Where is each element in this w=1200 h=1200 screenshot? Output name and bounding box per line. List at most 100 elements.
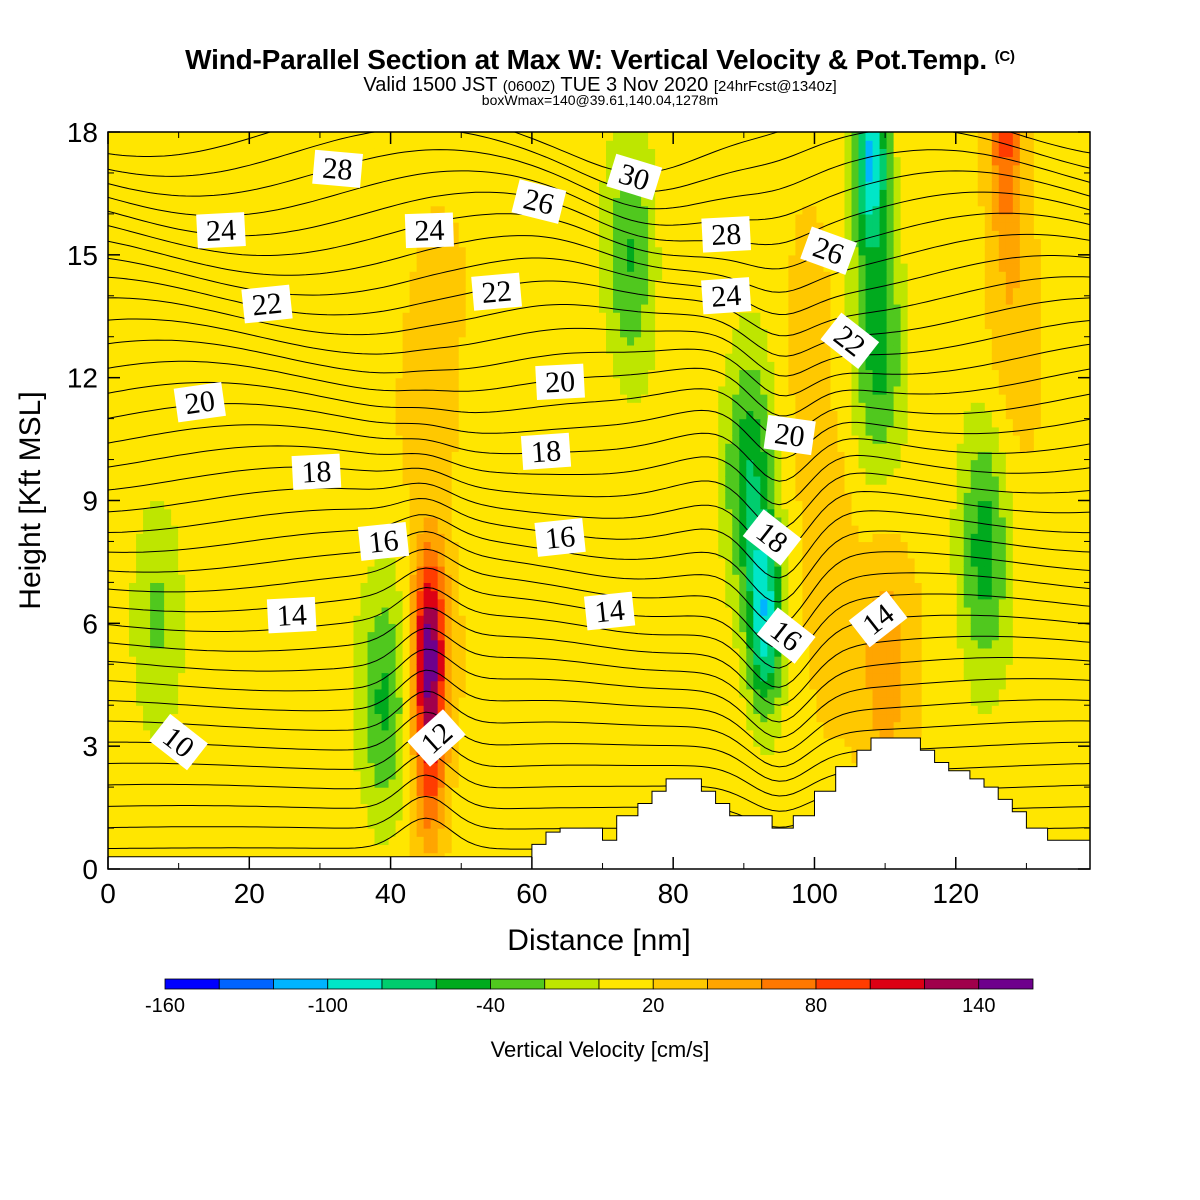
velocity-cell: [262, 828, 270, 837]
velocity-cell: [178, 836, 186, 846]
velocity-cell: [164, 132, 172, 141]
velocity-cell: [402, 623, 411, 633]
velocity-cell: [472, 721, 481, 731]
velocity-cell: [374, 705, 383, 715]
velocity-cell: [122, 132, 130, 141]
velocity-cell: [360, 721, 369, 731]
velocity-cell: [108, 385, 116, 395]
velocity-cell: [283, 762, 291, 772]
velocity-cell: [108, 361, 116, 371]
velocity-cell: [108, 484, 116, 493]
velocity-cell: [472, 508, 481, 518]
velocity-cell: [332, 246, 341, 256]
velocity-cell: [220, 164, 228, 174]
velocity-cell: [416, 484, 425, 493]
velocity-cell: [171, 377, 179, 387]
velocity-cell: [206, 778, 214, 788]
velocity-cell: [437, 557, 446, 567]
velocity-cell: [192, 271, 200, 280]
velocity-cell: [493, 778, 502, 788]
velocity-cell: [143, 590, 151, 600]
velocity-cell: [304, 279, 313, 289]
velocity-cell: [136, 484, 144, 493]
velocity-cell: [311, 279, 320, 289]
velocity-cell: [192, 574, 200, 583]
velocity-cell: [423, 606, 432, 616]
velocity-cell: [346, 279, 355, 289]
velocity-cell: [472, 819, 481, 829]
velocity-cell: [122, 566, 130, 575]
velocity-cell: [290, 402, 298, 412]
velocity-cell: [108, 156, 116, 166]
velocity-cell: [136, 353, 144, 362]
velocity-cell: [304, 222, 313, 231]
velocity-cell: [129, 394, 137, 403]
velocity-cell: [367, 770, 376, 780]
velocity-cell: [108, 402, 116, 412]
velocity-cell: [136, 533, 144, 543]
velocity-cell: [339, 778, 348, 788]
velocity-cell: [150, 656, 158, 665]
velocity-cell: [269, 222, 277, 231]
velocity-cell: [199, 295, 207, 305]
velocity-cell: [465, 811, 474, 821]
velocity-cell: [136, 148, 144, 158]
velocity-cell: [472, 615, 481, 624]
velocity-cell: [199, 254, 207, 264]
velocity-cell: [248, 516, 256, 526]
velocity-cell: [416, 156, 425, 166]
velocity-cell: [444, 361, 453, 371]
velocity-cell: [465, 230, 474, 240]
velocity-cell: [353, 271, 362, 280]
velocity-cell: [360, 623, 369, 633]
velocity-cell: [248, 385, 256, 395]
velocity-cell: [122, 238, 130, 248]
velocity-cell: [297, 541, 305, 551]
velocity-cell: [171, 361, 179, 371]
velocity-cell: [241, 213, 249, 223]
velocity-cell: [409, 525, 418, 534]
velocity-cell: [451, 361, 460, 371]
velocity-cell: [402, 762, 411, 772]
velocity-cell: [199, 787, 207, 796]
velocity-cell: [444, 189, 453, 199]
velocity-cell: [325, 132, 334, 141]
velocity-cell: [486, 656, 495, 665]
velocity-cell: [416, 762, 425, 772]
velocity-cell: [220, 254, 228, 264]
velocity-cell: [241, 394, 249, 403]
velocity-cell: [311, 508, 320, 518]
velocity-cell: [493, 656, 502, 665]
velocity-cell: [108, 508, 116, 518]
velocity-cell: [297, 672, 305, 682]
velocity-cell: [276, 181, 284, 190]
velocity-cell: [157, 238, 165, 248]
velocity-cell: [402, 328, 411, 338]
velocity-cell: [437, 205, 446, 215]
velocity-cell: [290, 688, 298, 698]
velocity-cell: [150, 344, 158, 354]
velocity-cell: [199, 574, 207, 583]
velocity-cell: [157, 328, 165, 338]
velocity-cell: [269, 787, 277, 796]
velocity-cell: [122, 181, 130, 190]
velocity-cell: [150, 697, 158, 706]
velocity-cell: [150, 402, 158, 412]
velocity-cell: [129, 271, 137, 280]
velocity-cell: [262, 418, 270, 428]
velocity-cell: [129, 762, 137, 772]
velocity-cell: [388, 697, 397, 706]
velocity-cell: [192, 197, 200, 207]
velocity-cell: [367, 467, 376, 477]
velocity-cell: [402, 467, 411, 477]
velocity-cell: [339, 271, 348, 280]
velocity-cell: [290, 737, 298, 747]
velocity-cell: [465, 688, 474, 698]
velocity-cell: [276, 819, 284, 829]
velocity-cell: [437, 475, 446, 485]
velocity-cell: [234, 328, 242, 338]
velocity-cell: [346, 688, 355, 698]
velocity-cell: [465, 533, 474, 543]
velocity-cell: [437, 795, 446, 805]
velocity-cell: [479, 656, 488, 665]
